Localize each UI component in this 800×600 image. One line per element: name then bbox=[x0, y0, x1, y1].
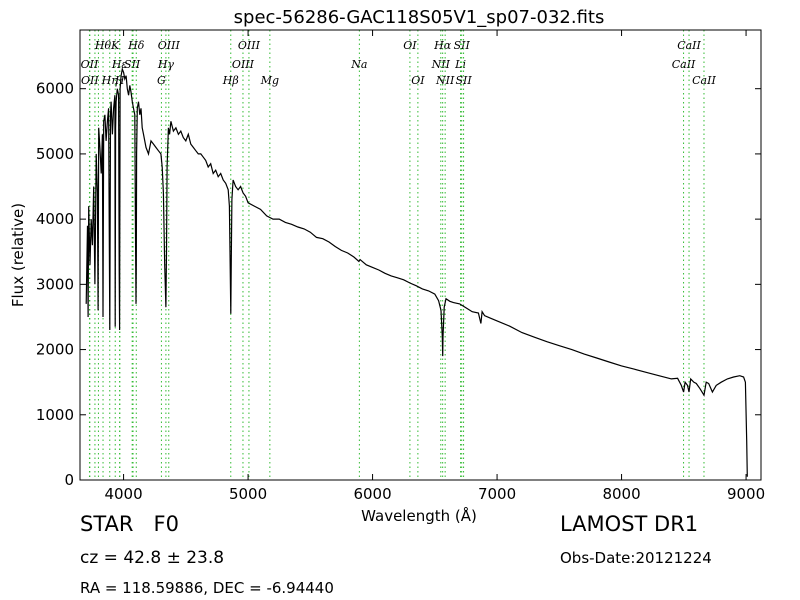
y-tick-label-3: 3000 bbox=[36, 275, 74, 293]
line-marker-label-11: Hδ bbox=[127, 39, 145, 52]
line-marker-label-0: OII bbox=[81, 58, 99, 71]
chart-title: spec-56286-GAC118S05V1_sp07-032.fits bbox=[234, 7, 605, 28]
line-marker-label-18: Mg bbox=[260, 74, 279, 87]
survey-name: LAMOST DR1 bbox=[560, 512, 699, 536]
y-tick-label-6: 6000 bbox=[36, 80, 74, 98]
x-tick-label-5: 9000 bbox=[727, 485, 765, 503]
y-axis-label: Flux (relative) bbox=[9, 203, 27, 307]
line-marker-label-27: SII bbox=[455, 74, 472, 87]
observation-date: Obs-Date:20121224 bbox=[560, 549, 712, 567]
redshift-value: cz = 42.8 ± 23.8 bbox=[80, 548, 225, 568]
y-tick-label-4: 4000 bbox=[36, 210, 74, 228]
line-marker-label-14: OIII bbox=[158, 39, 181, 52]
line-marker-label-28: CaII bbox=[672, 58, 696, 71]
line-marker-label-19: Na bbox=[350, 58, 367, 71]
line-marker-label-13: Hγ bbox=[157, 58, 175, 71]
y-tick-label-1: 1000 bbox=[36, 406, 74, 424]
object-class: STAR F0 bbox=[80, 512, 179, 536]
line-marker-label-26: SII bbox=[454, 39, 471, 52]
y-tick-label-0: 0 bbox=[64, 471, 74, 489]
y-axis: 0 1000 2000 3000 4000 5000 6000 bbox=[36, 80, 761, 489]
flux-series-line bbox=[85, 66, 748, 477]
line-marker-label-30: CaII bbox=[692, 74, 716, 87]
line-marker-label-24: NII bbox=[435, 74, 455, 87]
line-marker-label-25: Li bbox=[454, 58, 466, 71]
x-axis: 4000 5000 6000 7000 8000 9000 bbox=[104, 30, 765, 503]
line-marker-label-16: OIII bbox=[232, 58, 255, 71]
line-marker-label-20: OI bbox=[403, 39, 417, 52]
sky-coordinates: RA = 118.59886, DEC = -6.94440 bbox=[80, 579, 334, 597]
x-tick-label-0: 4000 bbox=[104, 485, 142, 503]
x-tick-label-2: 6000 bbox=[353, 485, 391, 503]
x-tick-label-3: 7000 bbox=[478, 485, 516, 503]
line-marker-label-17: OIII bbox=[238, 39, 261, 52]
x-tick-label-4: 8000 bbox=[602, 485, 640, 503]
line-marker-label-12: G bbox=[157, 74, 166, 87]
line-marker-label-15: Hβ bbox=[222, 74, 239, 87]
line-marker-label-23: Hα bbox=[433, 39, 452, 52]
line-marker-label-9: SII bbox=[124, 58, 141, 71]
line-marker-label-1: OII bbox=[81, 74, 99, 87]
y-tick-label-5: 5000 bbox=[36, 145, 74, 163]
y-tick-label-2: 2000 bbox=[36, 341, 74, 359]
line-marker-label-4: Hθ bbox=[94, 39, 112, 52]
line-marker-label-8: H bbox=[114, 74, 125, 87]
x-tick-label-1: 5000 bbox=[229, 485, 267, 503]
line-marker-label-5: Hη bbox=[101, 74, 119, 87]
line-marker-label-6: K bbox=[110, 39, 120, 52]
line-marker-label-7: Hε bbox=[111, 58, 128, 71]
spectral-line-markers: OII OII Hθ Hη K Hε H SII Hδ G Hγ OIII Hβ OIII OIII Mg Na… bbox=[81, 30, 716, 480]
x-axis-label: Wavelength (Å) bbox=[361, 506, 477, 525]
line-marker-label-22: NII bbox=[431, 58, 451, 71]
plot-frame bbox=[79, 29, 762, 481]
line-marker-label-21: OI bbox=[411, 74, 425, 87]
line-marker-label-29: CaII bbox=[677, 39, 701, 52]
